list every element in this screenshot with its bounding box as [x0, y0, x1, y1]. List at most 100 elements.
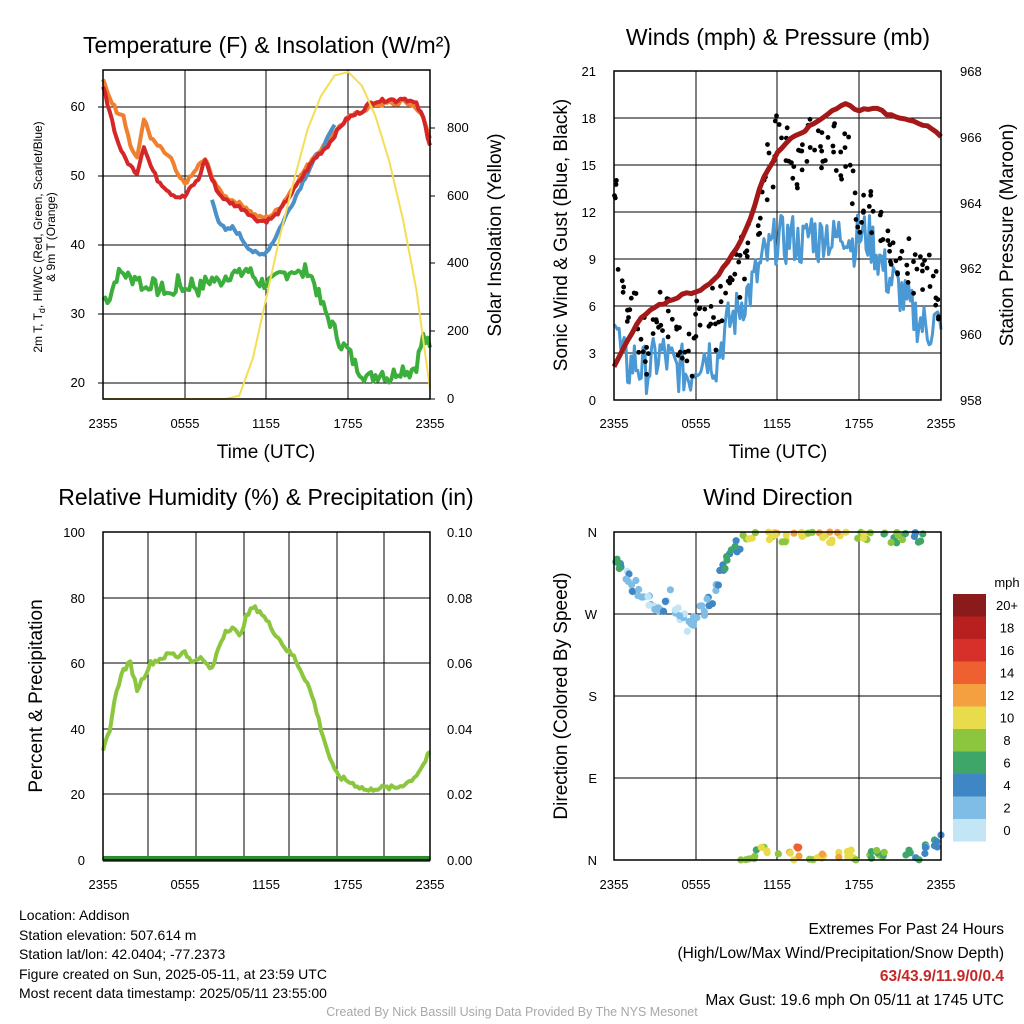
gust-point: [846, 134, 851, 140]
gust-point: [843, 164, 848, 169]
gust-point: [755, 223, 761, 229]
gust-point: [868, 189, 874, 194]
series-line-hi-wc-blue-: [210, 123, 337, 257]
direction-point: [778, 538, 786, 546]
gust-point: [799, 167, 805, 173]
temperature-plot-frame: [102, 69, 431, 400]
gust-point: [729, 277, 735, 283]
direction-point: [615, 564, 623, 573]
temperature-panel-title: Temperature (F) & Insolation (W/m²): [83, 32, 451, 58]
gust-point: [893, 258, 899, 264]
direction-point: [854, 534, 862, 542]
gust-point: [911, 290, 916, 296]
y2-tick-label: 0.04: [447, 722, 472, 737]
colorbar-label: 2: [1003, 801, 1010, 816]
direction-point: [632, 576, 640, 585]
gust-point: [870, 208, 876, 214]
x-tick-label: 1155: [252, 877, 280, 892]
direction-point: [644, 593, 652, 601]
gust-point: [830, 143, 836, 149]
x-tick-label: 0555: [682, 877, 711, 892]
direction-point: [771, 531, 779, 539]
gust-point: [656, 324, 661, 330]
direction-point: [661, 597, 670, 605]
wind-y-tick-labels: 21 18 15 12 9 6 3 0: [582, 64, 596, 408]
colorbar-swatch: [953, 819, 986, 842]
direction-point: [914, 538, 923, 546]
direction-point: [795, 843, 803, 851]
x-tick-label: 2355: [89, 416, 118, 431]
x-tick-label: 0555: [171, 416, 200, 431]
gust-point: [640, 349, 646, 355]
y2-tick-label: 0.08: [447, 591, 472, 606]
gust-point: [855, 224, 861, 230]
gust-point: [914, 266, 920, 272]
y-tick-label: 40: [71, 237, 85, 252]
gust-point: [774, 113, 779, 119]
y-tick-label: 50: [71, 168, 85, 183]
direction-point: [845, 849, 854, 857]
series-line-9m-t-orange-: [101, 78, 432, 220]
direction-point: [654, 604, 662, 612]
gust-point: [642, 359, 648, 364]
gust-point: [628, 295, 634, 301]
gust-point: [859, 220, 864, 225]
gust-point: [839, 176, 844, 182]
wind-x-axis-label: Time (UTC): [729, 442, 828, 463]
gust-point: [922, 258, 927, 263]
direction-point: [635, 585, 643, 594]
gust-point: [710, 285, 715, 291]
direction-point: [898, 536, 907, 544]
x-tick-label: 2355: [927, 877, 956, 892]
direction-series-group: [612, 528, 945, 864]
gust-point: [613, 182, 619, 187]
y2-tick-label: 200: [447, 323, 469, 338]
colorbar-swatch: [953, 684, 986, 707]
gust-point: [686, 348, 691, 354]
direction-point: [798, 532, 806, 541]
gust-point: [653, 317, 659, 322]
direction-point: [763, 849, 771, 857]
pressure-y2-axis-label: Station Pressure (Maroon): [997, 124, 1018, 347]
colorbar-label: 6: [1003, 756, 1010, 771]
gust-point: [644, 371, 649, 377]
gust-point: [878, 209, 884, 215]
direction-point: [700, 607, 708, 616]
gust-point: [807, 145, 813, 150]
y-tick-label: S: [588, 689, 597, 704]
gust-point: [765, 142, 770, 147]
gust-point: [737, 253, 743, 258]
y2-tick-label: 0.06: [447, 656, 472, 671]
x-tick-label: 2355: [600, 877, 629, 892]
gust-point: [794, 182, 800, 187]
gust-point: [927, 284, 933, 289]
direction-panel-title: Wind Direction: [703, 484, 853, 510]
gust-point: [878, 238, 884, 244]
y2-tick-label: 968: [960, 64, 982, 79]
gust-point: [869, 230, 874, 236]
gust-point: [920, 262, 925, 268]
gust-point: [732, 271, 738, 277]
y-tick-label: 0: [78, 853, 85, 868]
gust-point: [636, 349, 642, 355]
gust-point: [911, 259, 916, 265]
x-tick-label: 2355: [416, 877, 445, 892]
gust-point: [924, 265, 930, 271]
x-tick-label: 1155: [252, 416, 280, 431]
gust-point: [861, 208, 866, 214]
wind-panel: Winds (mph) & Pressure (mb) 21 18 15 12 …: [551, 24, 1018, 463]
direction-point: [666, 586, 675, 594]
colorbar-swatch: [953, 729, 986, 752]
colorbar-swatch: [953, 616, 986, 639]
x-tick-label: 1755: [334, 877, 363, 892]
y-tick-label: 0: [589, 393, 596, 408]
gust-point: [615, 267, 621, 272]
humidity-plot-frame: [102, 531, 431, 861]
direction-point: [921, 843, 930, 852]
wind-plot-frame: [613, 70, 942, 401]
temperature-ticks: [98, 106, 435, 400]
gust-point: [838, 149, 844, 155]
gust-point: [912, 252, 918, 257]
direction-point: [739, 531, 747, 539]
gust-point: [920, 287, 925, 292]
